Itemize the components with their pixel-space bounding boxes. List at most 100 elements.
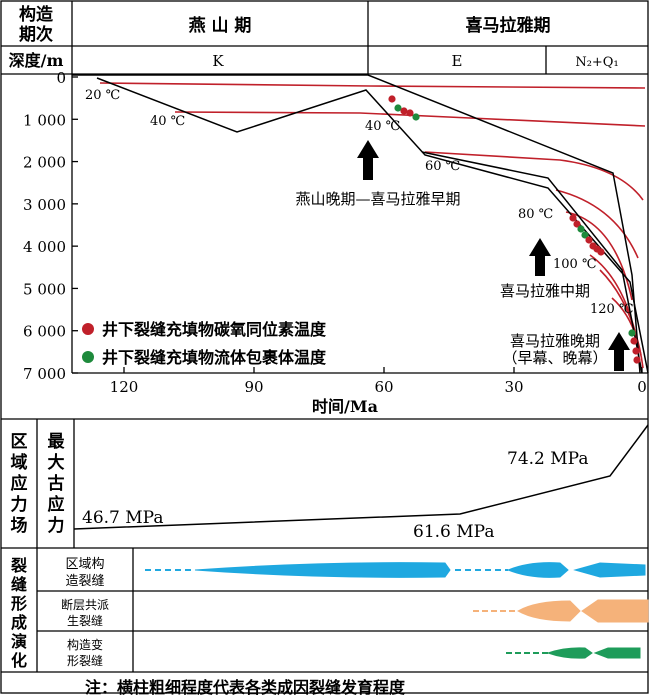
chart-frame xyxy=(71,74,648,374)
data-point xyxy=(585,236,593,244)
y-axis: 0 1 000 2 000 3 000 4 000 5 000 6 000 7 000 xyxy=(23,69,78,383)
bar-regional-fracture xyxy=(145,562,646,578)
stress-value-late: 74.2 MPa xyxy=(507,449,588,469)
fracture-grid xyxy=(1,548,648,673)
burial-curves xyxy=(72,74,649,374)
epoch-e: E xyxy=(452,52,463,70)
data-points xyxy=(388,95,641,364)
legend: 井下裂缝充填物碳氧同位素温度 井下裂缝充填物流体包裹体温度 xyxy=(82,320,327,367)
burial-curve-inner xyxy=(421,151,643,374)
x-axis: 120 90 60 30 0 xyxy=(110,367,647,396)
isotherm-label: 40 ℃ xyxy=(365,119,400,134)
vertical-label-char: 化 xyxy=(11,651,27,670)
stage-label-line1: 构造 xyxy=(19,4,54,25)
isotherm-line xyxy=(424,151,644,201)
isotherm-line xyxy=(565,211,633,301)
x-tick-label: 30 xyxy=(504,378,523,396)
y-tick-label: 3 000 xyxy=(23,196,66,214)
vertical-label-char: 大 xyxy=(48,452,65,473)
data-point xyxy=(632,347,640,355)
isotherm-label: 80 ℃ xyxy=(518,207,553,222)
x-axis-label: 时间/Ma xyxy=(312,397,378,416)
vertical-label-char: 裂 xyxy=(10,556,27,575)
vertical-label-char: 演 xyxy=(11,632,27,651)
fracture-row-label: 形裂缝 xyxy=(67,653,103,668)
bar-deformation-fracture xyxy=(506,647,641,659)
event-late-himalaya: 喜马拉雅晚期 xyxy=(510,332,600,350)
event-late-himalaya-sub: （早幕、晚幕） xyxy=(502,349,607,367)
fracture-row-label: 断层共派 xyxy=(61,597,109,612)
vertical-label-char: 形 xyxy=(11,594,27,613)
data-point xyxy=(577,225,585,233)
stress-value-middle: 61.6 MPa xyxy=(413,522,494,542)
data-point xyxy=(581,231,589,239)
data-point xyxy=(569,214,577,222)
period-yanshan: 燕 山 期 xyxy=(189,15,252,36)
y-tick-label: 7 000 xyxy=(23,365,66,383)
y-tick-label: 6 000 xyxy=(23,323,66,341)
data-point xyxy=(633,356,641,364)
vertical-label-char: 力 xyxy=(11,494,28,515)
data-point xyxy=(412,113,420,121)
x-tick-label: 0 xyxy=(637,378,647,396)
legend-label-isotope: 井下裂缝充填物碳氧同位素温度 xyxy=(102,320,327,339)
x-tick-label: 90 xyxy=(244,378,263,396)
y-tick-label: 2 000 xyxy=(23,154,66,172)
epoch-nq: N₂+Q₁ xyxy=(575,55,618,70)
isotherm-label: 60 ℃ xyxy=(425,159,460,174)
y-tick-label: 4 000 xyxy=(23,238,66,256)
stress-value-early: 46.7 MPa xyxy=(82,508,163,528)
isotherm-label: 20 ℃ xyxy=(85,88,120,103)
data-point xyxy=(406,109,414,117)
data-point xyxy=(388,95,396,103)
footnote: 注：横柱粗细程度代表各类成因裂缝发育程度 xyxy=(85,678,406,697)
vertical-label-char: 古 xyxy=(48,473,65,494)
isotherm-line xyxy=(555,189,639,259)
fracture-row-label: 区域构 xyxy=(65,557,104,572)
vertical-label-char: 区 xyxy=(11,432,28,452)
x-tick-label: 120 xyxy=(110,378,139,396)
data-point xyxy=(630,337,638,345)
vertical-label-char: 应 xyxy=(48,494,65,515)
period-himalaya: 喜马拉雅期 xyxy=(466,15,551,36)
x-tick-label: 60 xyxy=(374,378,393,396)
vertical-label-char: 缝 xyxy=(11,575,27,594)
isotherm-line xyxy=(99,82,646,89)
fracture-row-label: 生裂缝 xyxy=(67,613,103,628)
up-arrow-icon xyxy=(357,140,379,180)
legend-dot-inclusion xyxy=(82,351,94,363)
isotherm-label: 40 ℃ xyxy=(150,114,185,129)
data-point xyxy=(394,104,402,112)
event-middle-himalaya: 喜马拉雅中期 xyxy=(500,282,590,300)
isotherm-label: 120 ℃ xyxy=(590,302,634,317)
data-point xyxy=(400,107,408,115)
vertical-label-char: 力 xyxy=(48,515,65,536)
isotherm-label: 100 ℃ xyxy=(553,257,597,272)
vertical-label-char: 成 xyxy=(11,613,27,632)
vertical-label-char: 域 xyxy=(11,452,28,473)
legend-label-inclusion: 井下裂缝充填物流体包裹体温度 xyxy=(102,348,327,367)
vertical-label-char: 最 xyxy=(48,432,66,452)
y-tick-label: 0 xyxy=(56,69,66,87)
data-point xyxy=(628,329,636,337)
up-arrow-icon xyxy=(608,332,630,371)
stress-grid xyxy=(1,418,648,549)
bar-fault-fracture xyxy=(473,599,649,623)
event-late-yanshan: 燕山晚期—喜马拉雅早期 xyxy=(295,190,460,208)
legend-dot-isotope xyxy=(82,323,94,335)
data-point xyxy=(597,248,605,256)
burial-curve-lower xyxy=(96,77,649,374)
up-arrow-icon xyxy=(529,238,551,276)
isotherm-labels: 20 ℃ 40 ℃ 40 ℃ 60 ℃ 80 ℃ 100 ℃ 120 ℃ xyxy=(85,88,634,317)
epoch-k: K xyxy=(212,52,224,70)
vertical-label-char: 场 xyxy=(11,516,28,536)
stage-label-line2: 期次 xyxy=(19,24,53,45)
depth-label: 深度/m xyxy=(9,51,64,70)
stress-curve xyxy=(73,424,649,530)
fracture-row-label: 构造变 xyxy=(67,637,103,652)
